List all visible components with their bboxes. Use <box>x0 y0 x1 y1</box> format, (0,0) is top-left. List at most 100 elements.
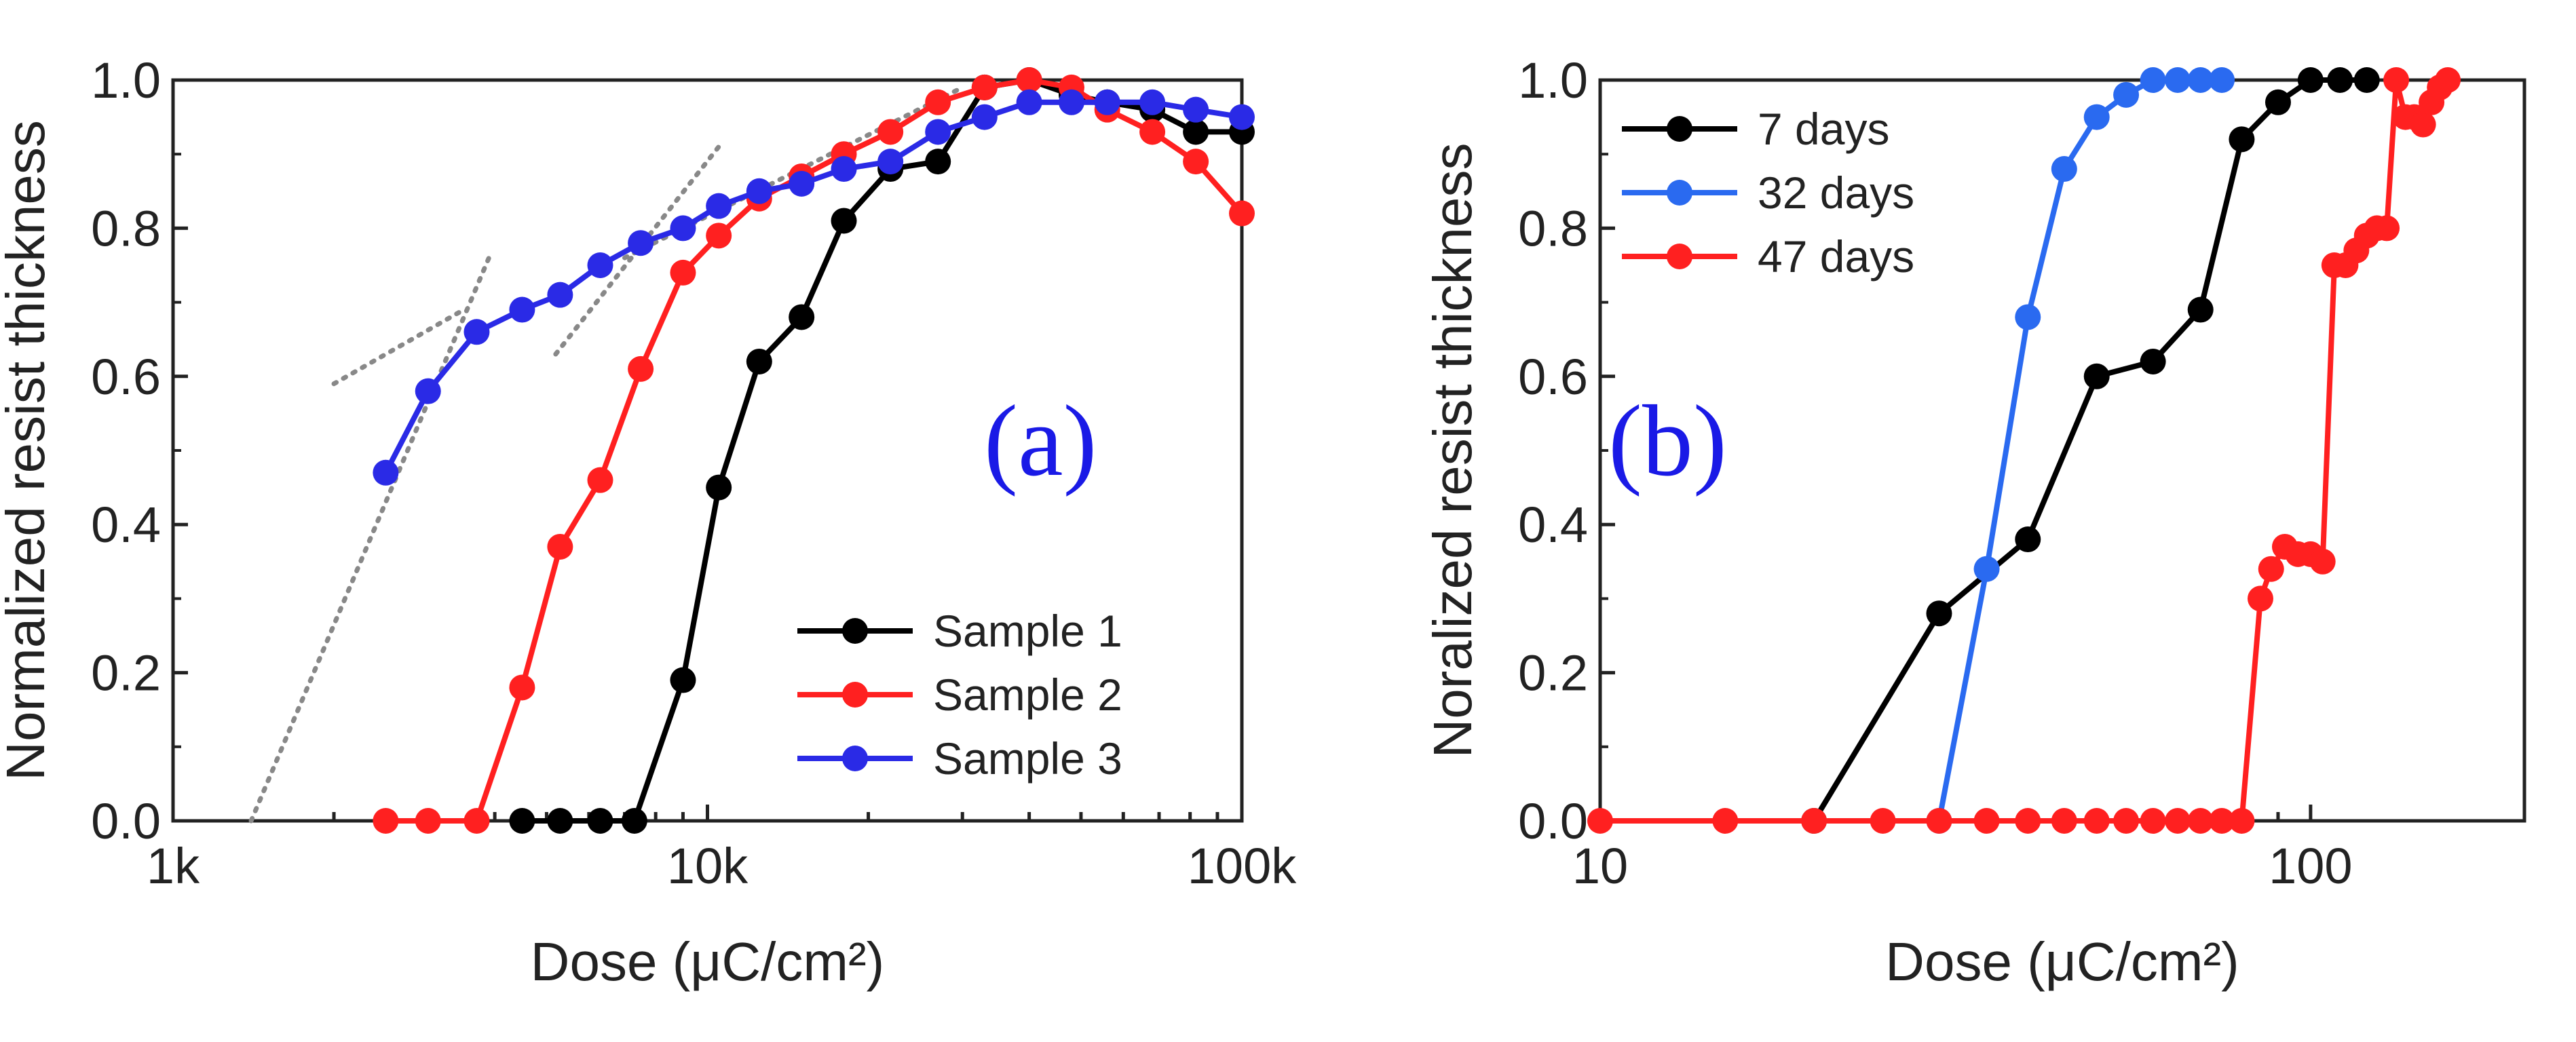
legend-label: 47 days <box>1758 231 1914 282</box>
data-point <box>925 149 951 175</box>
data-point <box>2229 126 2255 153</box>
x-axis-title: Dose (μC/cm²) <box>1885 931 2239 992</box>
y-tick-label: 1.0 <box>91 52 161 109</box>
data-point <box>2051 808 2077 834</box>
data-point <box>621 808 647 834</box>
data-point <box>509 808 535 834</box>
data-point <box>628 230 654 256</box>
data-point <box>1016 67 1042 93</box>
data-point <box>2265 89 2291 115</box>
y-tick-label: 0.0 <box>1518 793 1588 849</box>
data-point <box>587 467 613 493</box>
data-point <box>509 674 535 701</box>
data-point <box>2187 808 2214 834</box>
fit-guide-line <box>248 255 491 824</box>
data-point <box>877 149 904 175</box>
data-point <box>2140 808 2166 834</box>
data-point <box>746 178 772 204</box>
x-tick-label: 100k <box>1188 838 1297 894</box>
data-point <box>1712 808 1739 834</box>
data-point <box>2113 81 2140 108</box>
y-tick-label: 0.6 <box>91 349 161 405</box>
panel-a: 0.0 0.2 0.4 0.6 0.8 1.0 1k 10k 100k Dose (μC/cm²)… <box>0 52 1297 992</box>
data-point <box>1094 89 1120 115</box>
y-tick-label: 0.8 <box>1518 200 1588 256</box>
data-point <box>2247 585 2273 612</box>
series-line-1 <box>522 77 1242 824</box>
data-point <box>2051 156 2077 182</box>
data-point <box>415 808 441 834</box>
legend-swatch-marker <box>842 618 868 644</box>
data-point <box>670 215 696 242</box>
data-point <box>706 474 732 501</box>
data-point <box>463 319 490 345</box>
legend-label: Sample 2 <box>933 670 1122 720</box>
data-point <box>1926 600 1952 627</box>
y-tick-label: 0.4 <box>1518 497 1588 553</box>
data-point <box>2209 808 2235 834</box>
y-tick-label: 0.8 <box>91 200 161 256</box>
data-point <box>1870 808 1896 834</box>
panel-label: (b) <box>1608 385 1727 497</box>
y-tick-label: 0.2 <box>91 645 161 701</box>
data-point <box>1973 808 2000 834</box>
data-point <box>2113 808 2140 834</box>
data-point <box>547 282 573 308</box>
data-point <box>746 348 772 374</box>
x-tick-label: 10k <box>667 838 749 894</box>
data-point <box>2353 67 2380 93</box>
data-point <box>2327 67 2353 93</box>
data-point <box>831 156 857 182</box>
data-point <box>2140 348 2166 374</box>
plot-frame <box>1598 78 2526 823</box>
data-point <box>1139 119 1166 145</box>
panel-b: 0.0 0.2 0.4 0.6 0.8 1.0 10 100 Dose (μC/cm²) Nora… <box>1422 52 2526 992</box>
series-line-2 <box>1936 77 2222 822</box>
data-point <box>587 252 613 278</box>
data-point <box>2374 215 2400 242</box>
data-point <box>1587 808 1613 834</box>
data-point <box>706 193 732 219</box>
y-axis-title: Noralized resist thickness <box>1422 143 1483 758</box>
data-point <box>463 808 490 834</box>
data-point <box>789 170 815 197</box>
data-point <box>831 208 857 234</box>
data-point <box>1183 119 1209 145</box>
data-point <box>628 355 654 382</box>
data-point <box>2297 67 2324 93</box>
data-point <box>2015 304 2041 330</box>
data-point <box>415 378 441 404</box>
legend-swatch-marker <box>842 746 868 771</box>
data-point <box>2083 808 2110 834</box>
data-point <box>1801 808 1827 834</box>
data-point <box>2015 526 2041 553</box>
data-point <box>1926 808 1952 834</box>
data-point <box>670 259 696 286</box>
y-tick-label: 0.0 <box>91 793 161 849</box>
data-point <box>2083 104 2110 130</box>
data-point <box>1973 556 2000 582</box>
data-point <box>2435 67 2461 93</box>
y-tick-label: 1.0 <box>1518 52 1588 109</box>
data-point <box>1139 89 1166 115</box>
data-point <box>1183 96 1209 123</box>
series-line-3 <box>1600 77 2450 824</box>
data-point <box>2383 67 2410 93</box>
data-point <box>2140 67 2166 93</box>
data-point <box>877 119 904 145</box>
data-point <box>789 304 815 330</box>
legend-swatch-marker <box>1667 180 1692 206</box>
data-point <box>373 459 399 486</box>
data-point <box>2410 111 2436 138</box>
data-point <box>373 808 399 834</box>
data-point <box>706 223 732 249</box>
data-point <box>1183 149 1209 175</box>
legend-label: Sample 1 <box>933 606 1122 656</box>
data-point <box>2209 67 2235 93</box>
legend-label: Sample 3 <box>933 733 1122 784</box>
legend-label: 32 days <box>1758 168 1914 218</box>
data-point <box>2187 296 2214 323</box>
data-point <box>2015 808 2041 834</box>
x-tick-label: 10 <box>1572 838 1628 894</box>
